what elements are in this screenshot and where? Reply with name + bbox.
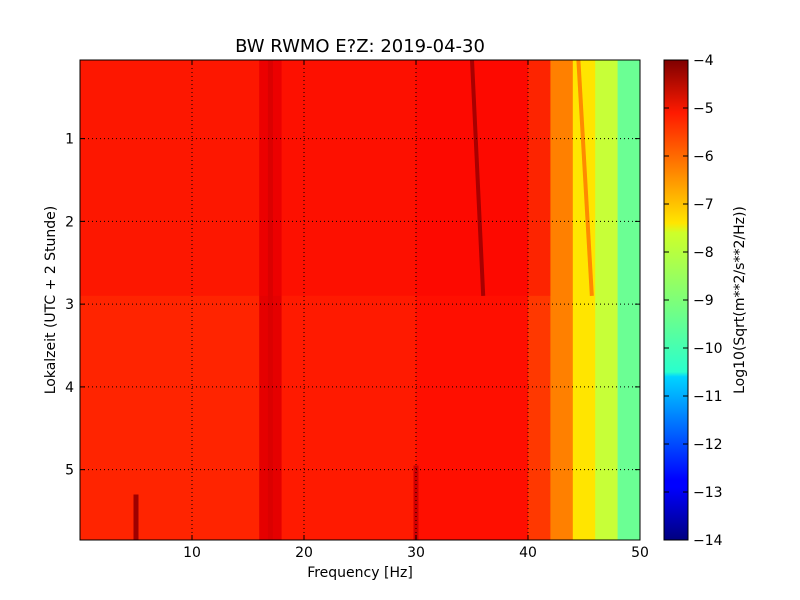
colorbar-tick-label: −11: [693, 389, 723, 405]
drifting-spectral-line: [576, 60, 594, 296]
y-axis-ticks: 1 2 3 4 5: [65, 132, 640, 479]
y-tick-label: 5: [65, 463, 74, 479]
chart-title: BW RWMO E?Z: 2019-04-30: [235, 36, 485, 57]
x-tick-label: 40: [519, 545, 537, 561]
colorbar-tick-label: −5: [693, 101, 714, 117]
colorbar-tick-label: −12: [693, 437, 723, 453]
grid-lines: [80, 60, 640, 540]
colorbar-tick-label: −8: [693, 245, 714, 261]
y-tick-label: 2: [65, 214, 74, 230]
heatmap-band: [617, 60, 640, 540]
plot-frame: [79, 59, 641, 541]
heatmap-band: [528, 60, 551, 540]
colorbar-tick-label: −7: [693, 197, 714, 213]
colorbar-tick-label: −14: [693, 533, 723, 549]
x-tick-label: 10: [183, 545, 201, 561]
heatmap-area: [80, 60, 640, 540]
heatmap-band: [550, 60, 574, 540]
heatmap-band: [572, 60, 596, 540]
colorbar-tick-label: −4: [693, 53, 714, 69]
y-tick-label: 4: [65, 380, 74, 396]
colorbar-tick-label: −6: [693, 149, 714, 165]
x-tick-label: 50: [631, 545, 649, 561]
colorbar-tick-label: −9: [693, 293, 714, 309]
heatmap-band: [416, 60, 529, 540]
x-axis-ticks: 10 20 30 40 50: [183, 60, 649, 561]
y-tick-label: 3: [65, 297, 74, 313]
colorbar-ticks: −4 −5 −6 −7 −8 −9 −10 −11 −12 −13 −14: [664, 53, 723, 549]
x-axis-label: Frequency [Hz]: [307, 565, 413, 581]
colorbar-label: Log10(Sqrt(m**2/s**2/Hz)): [732, 206, 748, 394]
y-axis-label: Lokalzeit (UTC + 2 Stunde): [43, 206, 59, 395]
heatmap-band: [595, 60, 619, 540]
colorbar-tick-label: −13: [693, 485, 723, 501]
drifting-spectral-line: [470, 60, 486, 296]
colorbar-tick-label: −10: [693, 341, 723, 357]
x-tick-label: 20: [295, 545, 313, 561]
x-tick-label: 30: [407, 545, 425, 561]
y-tick-label: 1: [65, 132, 74, 148]
heatmap-band: [80, 60, 260, 540]
